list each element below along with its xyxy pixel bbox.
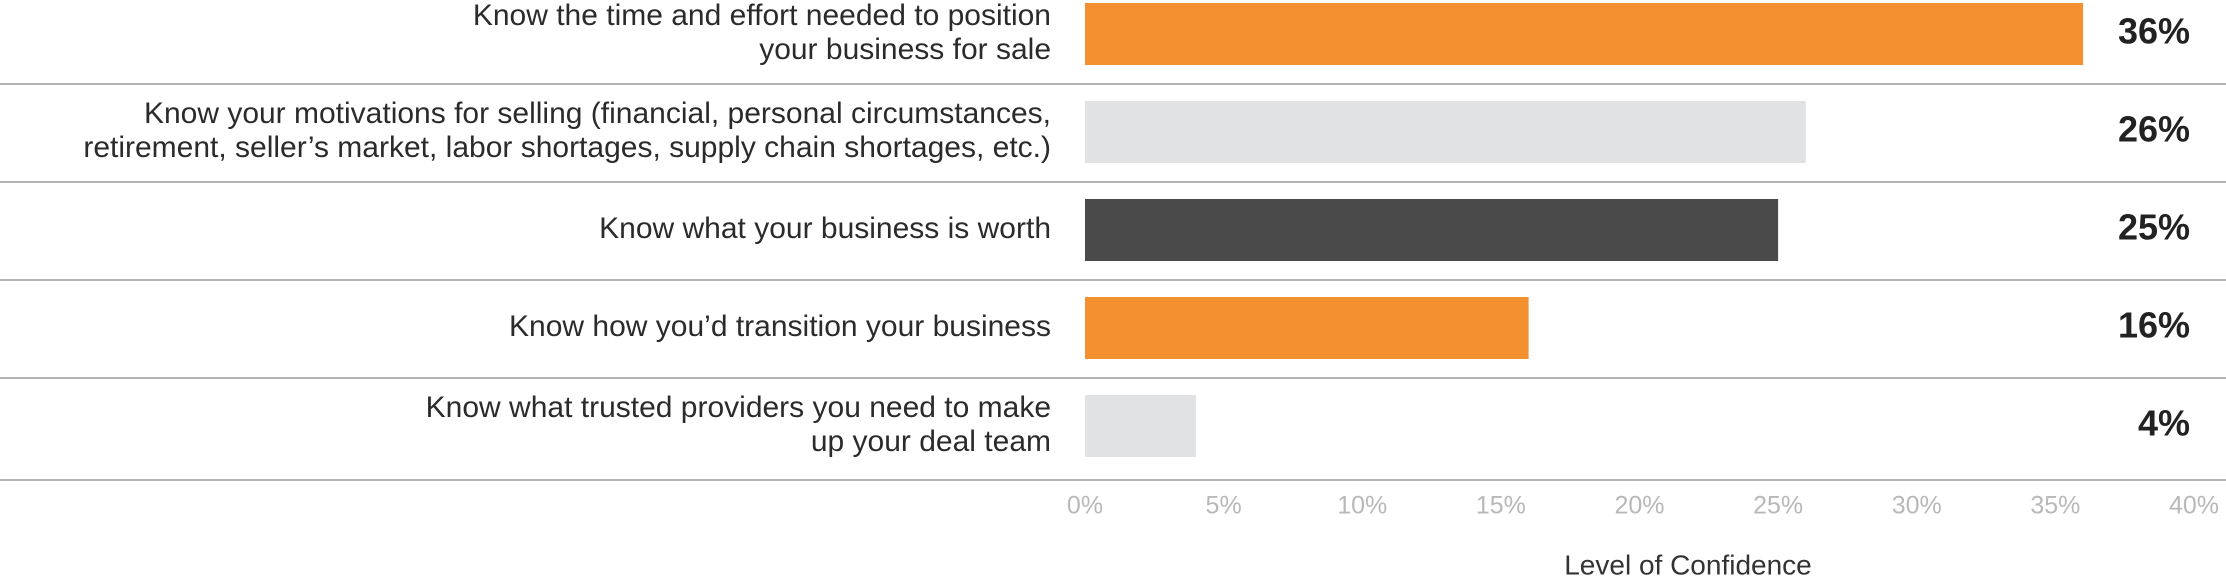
category-label: up your deal team	[811, 425, 1051, 458]
value-label: 4%	[2138, 403, 2190, 444]
value-label: 36%	[2118, 11, 2190, 52]
value-label: 26%	[2118, 109, 2190, 150]
category-label: your business for sale	[759, 33, 1051, 66]
bar	[1085, 297, 1529, 359]
value-label: 25%	[2118, 207, 2190, 248]
category-label: Know what your business is worth	[599, 212, 1051, 245]
x-tick-label: 0%	[1067, 492, 1103, 520]
x-tick-label: 35%	[2030, 492, 2080, 520]
bar	[1085, 3, 2084, 65]
x-tick-label: 25%	[1753, 492, 1803, 520]
x-tick-label: 20%	[1614, 492, 1664, 520]
bar	[1085, 395, 1196, 457]
x-axis-label: Level of Confidence	[1564, 549, 1812, 580]
x-tick-label: 5%	[1206, 492, 1242, 520]
category-label: Know the time and effort needed to posit…	[473, 0, 1051, 32]
value-label: 16%	[2118, 305, 2190, 346]
x-tick-label: 40%	[2169, 492, 2219, 520]
category-label: retirement, seller’s market, labor short…	[83, 131, 1051, 164]
category-label: Know your motivations for selling (finan…	[144, 97, 1051, 130]
x-tick-label: 15%	[1476, 492, 1526, 520]
x-tick-label: 30%	[1892, 492, 1942, 520]
x-tick-label: 10%	[1337, 492, 1387, 520]
category-label: Know what trusted providers you need to …	[426, 391, 1051, 424]
bar	[1085, 199, 1779, 261]
bar	[1085, 101, 1806, 163]
category-label: Know how you’d transition your business	[509, 310, 1051, 343]
